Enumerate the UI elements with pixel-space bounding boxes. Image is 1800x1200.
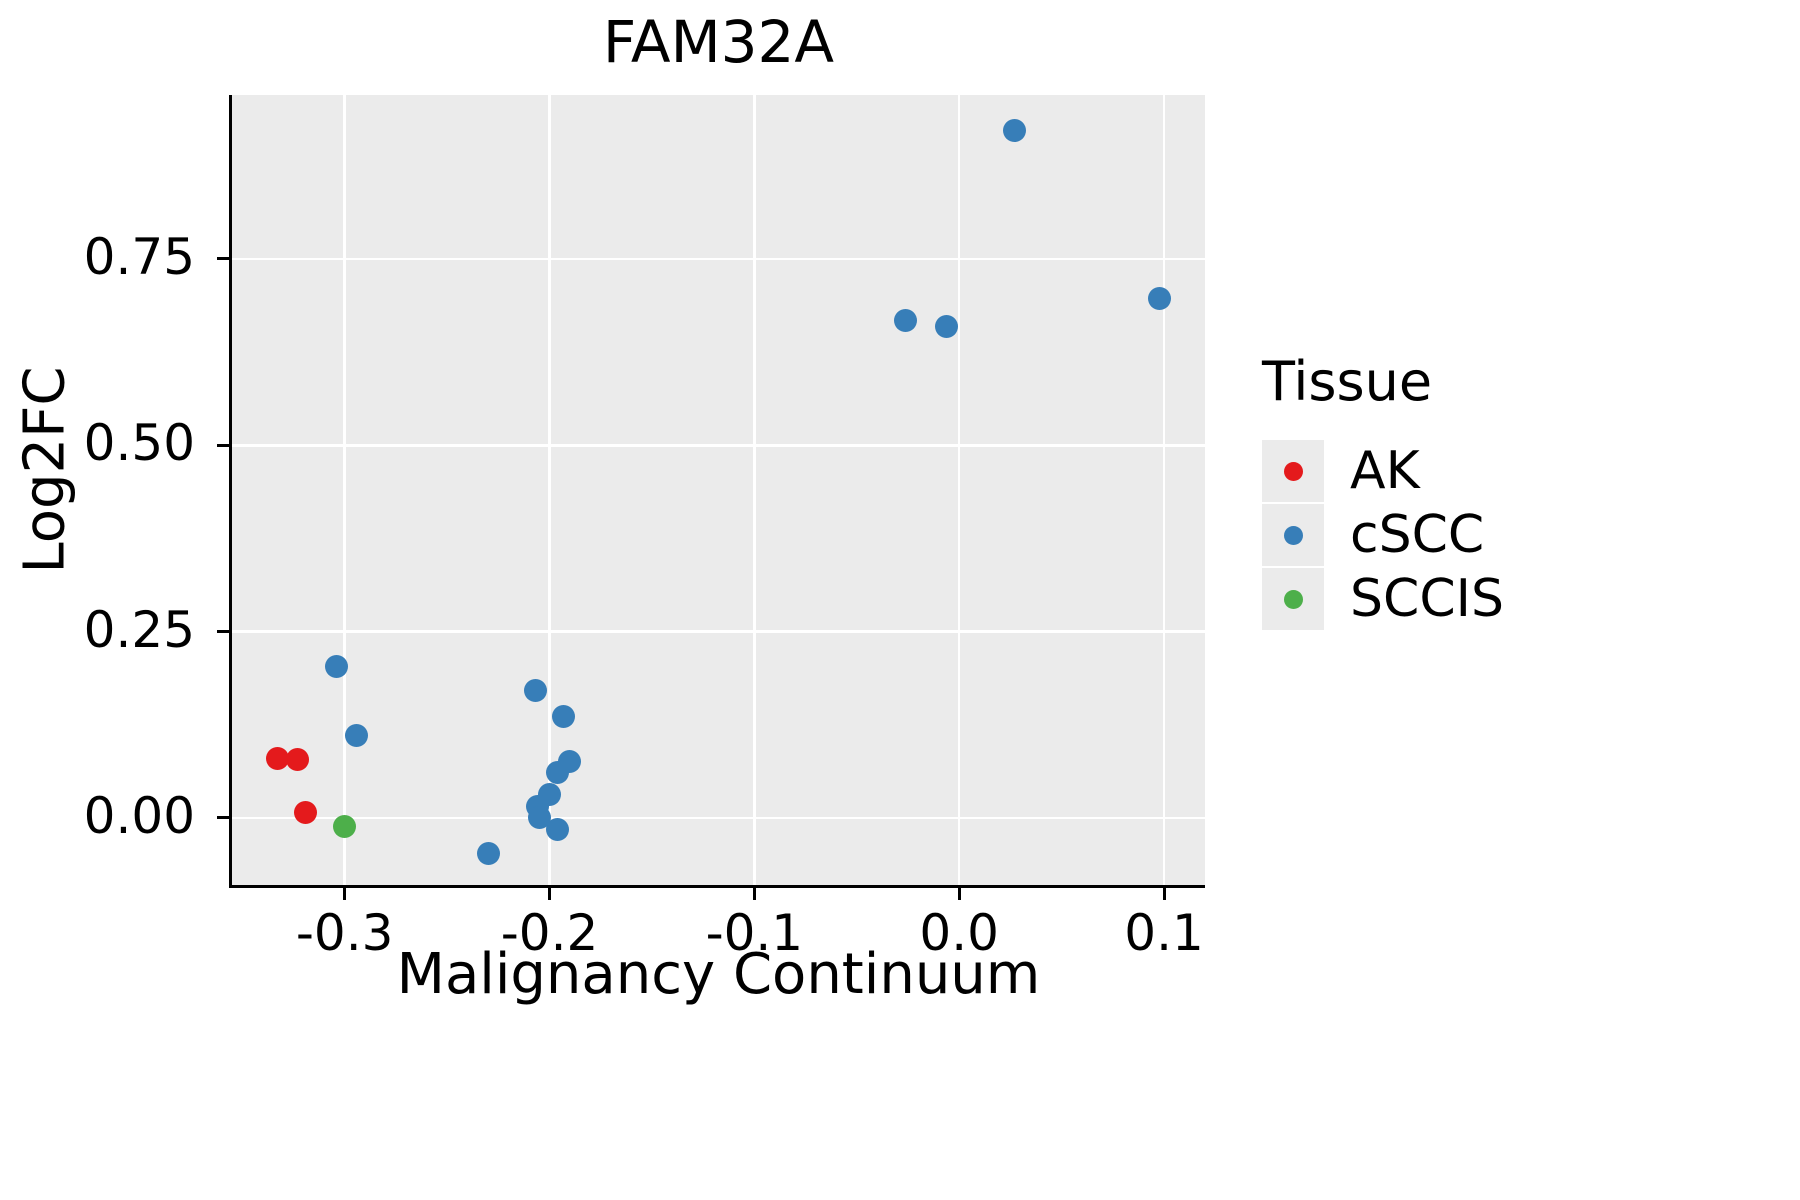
legend-key — [1262, 504, 1324, 566]
legend-title: Tissue — [1262, 350, 1433, 413]
x-tick — [548, 888, 551, 900]
data-point-cscc — [324, 655, 348, 679]
gridline-x — [1162, 95, 1166, 885]
x-tick — [1162, 888, 1166, 900]
data-point-ak — [265, 746, 289, 770]
y-tick-label: 0.25 — [83, 600, 195, 659]
gridline-x — [957, 95, 961, 885]
legend-point-icon — [1283, 525, 1303, 545]
y-tick — [217, 443, 229, 447]
legend-key — [1262, 568, 1324, 630]
data-point-ak — [286, 747, 310, 771]
x-tick-label: 0.1 — [1124, 904, 1204, 962]
data-point-cscc — [935, 314, 959, 338]
gridline-y — [232, 816, 1205, 820]
gridline-x — [753, 95, 756, 885]
x-axis-line — [229, 885, 1205, 888]
data-point-sccis — [333, 814, 357, 838]
legend-entry-ak: AK — [1262, 439, 1504, 503]
x-tick-label: 0.0 — [919, 904, 999, 962]
legend-point-icon — [1283, 461, 1303, 481]
x-tick — [957, 888, 961, 900]
legend-label: cSCC — [1350, 505, 1485, 565]
x-tick-label: -0.3 — [295, 904, 394, 962]
y-tick-label: 0.50 — [83, 414, 195, 473]
data-point-cscc — [1148, 286, 1172, 310]
data-point-cscc — [1002, 119, 1026, 143]
legend-key — [1262, 440, 1324, 502]
legend-entry-sccis: SCCIS — [1262, 567, 1504, 631]
x-tick — [343, 888, 347, 900]
data-point-cscc — [558, 749, 582, 773]
gridline-y — [232, 630, 1205, 633]
data-point-cscc — [552, 705, 576, 729]
data-point-cscc — [527, 806, 551, 830]
gridline-y — [232, 444, 1205, 447]
gridline-x — [343, 95, 346, 885]
legend-items: AK cSCC SCCIS — [1262, 439, 1504, 631]
x-tick — [752, 888, 756, 900]
data-point-cscc — [546, 818, 570, 842]
data-point-ak — [294, 801, 318, 825]
data-point-cscc — [345, 723, 369, 747]
x-axis-label: Malignancy Continuum — [396, 942, 1041, 1007]
data-point-cscc — [523, 678, 547, 702]
y-tick — [217, 816, 229, 820]
y-tick-label: 0.00 — [83, 786, 195, 845]
legend-label: SCCIS — [1350, 569, 1504, 629]
legend-point-icon — [1283, 589, 1303, 609]
x-tick-label: -0.1 — [705, 904, 804, 962]
y-tick — [217, 630, 229, 634]
legend: Tissue AK cSCC SCCIS — [1262, 350, 1504, 631]
gridline-x — [548, 95, 551, 885]
gridline-y — [232, 257, 1205, 261]
data-point-cscc — [538, 782, 561, 806]
data-point-cscc — [894, 309, 918, 333]
legend-label: AK — [1350, 441, 1420, 501]
plot-panel — [232, 95, 1205, 885]
chart-title: FAM32A — [602, 8, 835, 76]
legend-entry-cscc: cSCC — [1262, 503, 1504, 567]
y-axis-line — [229, 95, 232, 885]
y-tick-label: 0.75 — [83, 227, 195, 286]
x-tick-label: -0.2 — [500, 904, 599, 962]
data-point-cscc — [476, 842, 500, 866]
y-tick — [217, 257, 229, 261]
